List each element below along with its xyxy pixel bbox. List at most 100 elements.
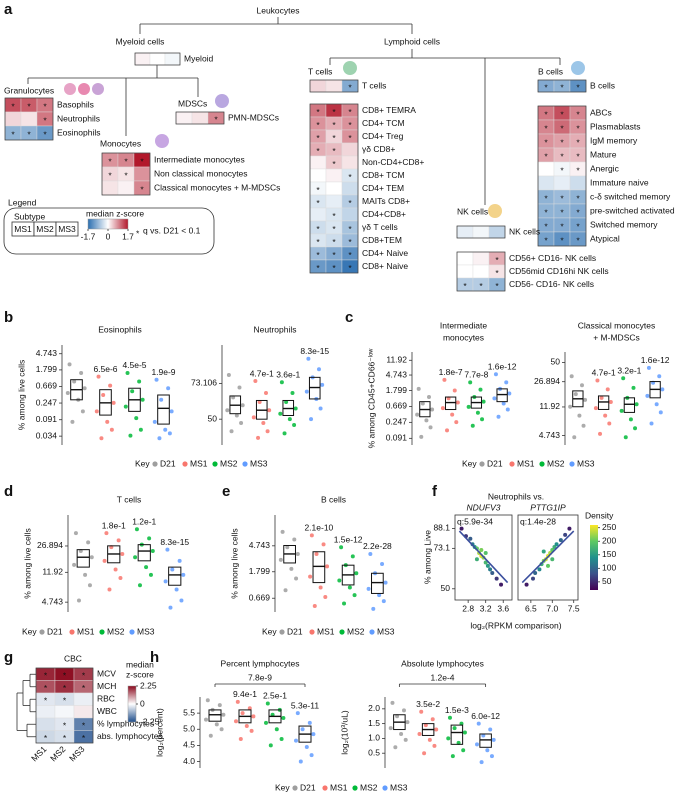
significance-star: * — [63, 683, 67, 693]
p-value: 4.7e-1 — [592, 368, 616, 378]
data-point — [501, 401, 506, 406]
data-point — [298, 759, 303, 764]
colorbar — [127, 685, 137, 723]
colorbar-tick-label: -1.7 — [81, 231, 96, 241]
p-value: 4.5e-5 — [122, 360, 146, 370]
p-value: 2.5e-1 — [263, 691, 287, 701]
data-point — [546, 563, 550, 568]
row-label: CD8+ Naive — [362, 261, 408, 271]
p-value: 1.2e-4 — [430, 672, 454, 682]
row-label: Classical monocytes + M-MDSCs — [154, 182, 280, 192]
significance-star: * — [576, 137, 580, 147]
data-point — [491, 737, 496, 742]
colorbar — [590, 525, 598, 590]
data-point — [309, 753, 314, 758]
data-point — [494, 576, 499, 581]
data-point — [221, 712, 226, 717]
data-point — [325, 564, 330, 569]
heatmap-cell — [553, 175, 571, 191]
row-label: CD4+ Treg — [362, 131, 404, 141]
data-point — [308, 574, 313, 579]
data-point — [295, 711, 300, 716]
data-point — [399, 731, 404, 736]
data-point — [428, 425, 433, 430]
y-tick-label: 50 — [208, 413, 218, 423]
significance-star: * — [316, 107, 320, 117]
p-value: 2.2e-28 — [363, 541, 392, 551]
data-point — [287, 417, 292, 422]
significance-star: * — [332, 237, 336, 247]
significance-star: * — [214, 114, 218, 124]
data-point — [426, 395, 431, 400]
key-marker — [279, 629, 285, 635]
significance-star: * — [316, 146, 320, 156]
data-point — [432, 743, 437, 748]
key-entry: MS1 — [317, 626, 335, 636]
data-point — [445, 428, 450, 433]
significance-star: * — [63, 721, 67, 731]
y-axis-label: % among Live — [422, 530, 432, 584]
data-point — [285, 545, 290, 550]
p-value: 1.5e-3 — [445, 705, 469, 715]
significance-star: * — [124, 156, 128, 166]
cell-icon — [78, 83, 90, 95]
data-point — [621, 376, 626, 381]
row-label: Anergic — [590, 163, 620, 173]
chart-title: Percent lymphocytes — [221, 658, 300, 668]
heatmap-cell — [456, 251, 474, 266]
x-tick-label: 7.5 — [568, 603, 580, 613]
data-point — [168, 605, 173, 610]
data-point — [649, 421, 654, 426]
data-point — [159, 397, 164, 402]
data-point — [424, 418, 429, 423]
data-point — [133, 555, 138, 560]
p-value: 6.5e-6 — [93, 364, 117, 374]
data-point — [265, 429, 270, 434]
data-point — [279, 380, 284, 385]
row-label: Myeloid — [184, 53, 214, 63]
row-label: ABCs — [590, 107, 612, 117]
y-tick-label: 0.247 — [386, 417, 408, 427]
significance-star: * — [544, 123, 548, 133]
data-point — [481, 399, 486, 404]
data-point — [289, 566, 294, 571]
data-point — [306, 356, 311, 361]
row-label: MCV — [97, 669, 116, 679]
data-point — [104, 531, 109, 536]
data-point — [450, 754, 455, 759]
cell-icon — [488, 204, 502, 218]
chart-title: Classical monocytes — [578, 320, 655, 330]
data-point — [214, 722, 219, 727]
data-point — [490, 570, 495, 575]
significance-star: * — [576, 165, 580, 175]
box — [450, 724, 464, 745]
subtype-label: MS3 — [58, 224, 76, 234]
data-point — [646, 365, 651, 370]
data-point — [294, 576, 299, 581]
data-point — [563, 532, 568, 537]
y-tick-label: 4.743 — [249, 540, 271, 550]
key-marker — [212, 461, 218, 467]
significance-star: * — [316, 237, 320, 247]
data-point — [311, 732, 316, 737]
significance-star: * — [63, 733, 67, 743]
data-point — [208, 733, 213, 738]
significance-star: * — [332, 120, 336, 130]
significance-star: * — [576, 221, 580, 231]
panel-label: d — [4, 483, 13, 500]
chart-title: + M-MDSCs — [593, 332, 640, 342]
data-point — [72, 379, 77, 384]
panel-label: g — [4, 649, 13, 666]
chart-title: NDUFV3 — [466, 502, 500, 512]
colorbar-tick-label: 250 — [602, 522, 616, 532]
colorbar-tick-label: 100 — [602, 563, 616, 573]
heatmap-frame — [537, 105, 587, 247]
data-point — [417, 731, 422, 736]
data-point — [318, 406, 323, 411]
data-point — [483, 560, 488, 565]
y-tick-label: 73.106 — [191, 378, 217, 388]
p-value: 1.8e-1 — [102, 520, 126, 530]
data-point — [531, 576, 535, 581]
colorbar — [87, 218, 129, 230]
significance-star: * — [316, 198, 320, 208]
